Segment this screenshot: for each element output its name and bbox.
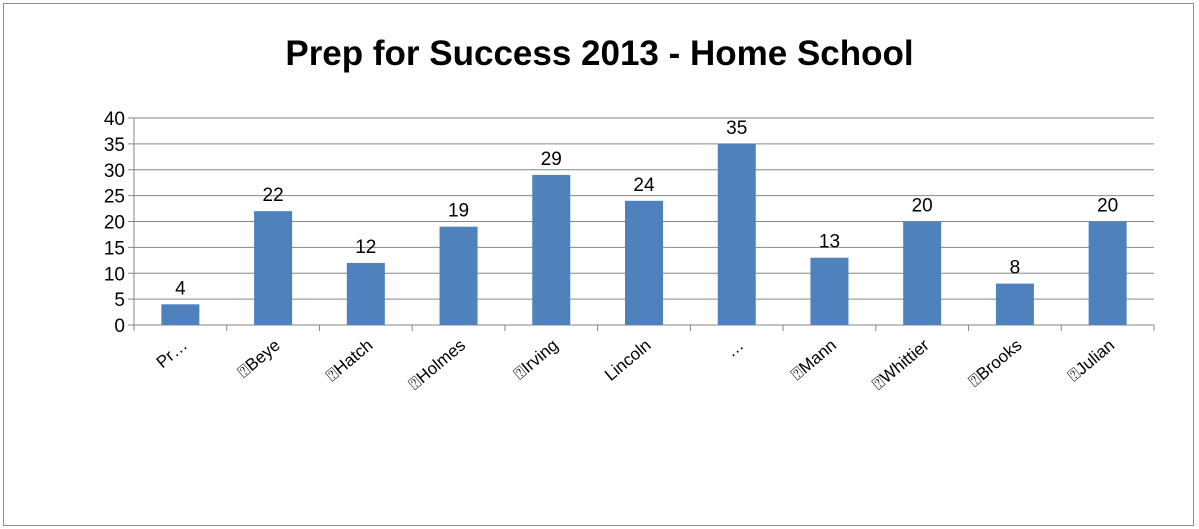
data-label: 20: [912, 196, 933, 217]
bar: [625, 200, 663, 325]
data-label: 24: [633, 175, 655, 196]
data-label: 4: [175, 278, 186, 299]
bar: [532, 174, 571, 325]
x-category-label: ⍰Julian: [1064, 336, 1118, 386]
x-category-label: …: [722, 336, 747, 361]
y-tick-label: 15: [104, 238, 125, 259]
y-tick-label: 25: [104, 187, 125, 208]
x-category-label: ⍰Beye: [234, 336, 284, 382]
chart-title: Prep for Success 2013 - Home School: [285, 34, 914, 73]
bar: [254, 211, 293, 325]
bar: [810, 257, 849, 325]
y-tick-label: 40: [104, 109, 125, 130]
x-category-label: ⍰Irving: [510, 336, 562, 384]
data-label: 8: [1010, 258, 1021, 279]
x-category-label: ⍰Brooks: [965, 336, 1026, 391]
data-label: 19: [448, 201, 469, 222]
y-tick-label: 10: [104, 264, 125, 285]
data-label: 12: [355, 237, 376, 258]
x-category-label: ⍰Mann: [787, 336, 840, 384]
y-tick-label: 35: [104, 135, 125, 156]
bar: [1088, 221, 1127, 325]
x-category-label: ⍰Whittier: [869, 335, 933, 393]
bar: [346, 262, 385, 325]
x-category-label: ⍰Hatch: [322, 336, 376, 386]
data-label: 29: [541, 149, 562, 170]
data-label: 13: [819, 232, 840, 253]
bar: [717, 143, 756, 325]
y-tick-label: 20: [104, 213, 125, 234]
bar: [439, 226, 478, 325]
x-category-label: Pr…: [153, 336, 191, 372]
y-tick-label: 5: [114, 290, 125, 311]
data-label: 20: [1097, 196, 1118, 217]
chart-frame: [3, 3, 1194, 526]
x-category-label: ⍰Holmes: [405, 336, 469, 394]
bar: [161, 304, 200, 325]
data-label: 35: [726, 118, 747, 139]
x-category-label: Lincoln: [601, 336, 654, 385]
bar: [903, 221, 942, 325]
bar: [995, 283, 1034, 325]
y-tick-label: 30: [104, 161, 125, 182]
data-label: 22: [263, 185, 284, 206]
y-tick-label: 0: [114, 316, 125, 337]
